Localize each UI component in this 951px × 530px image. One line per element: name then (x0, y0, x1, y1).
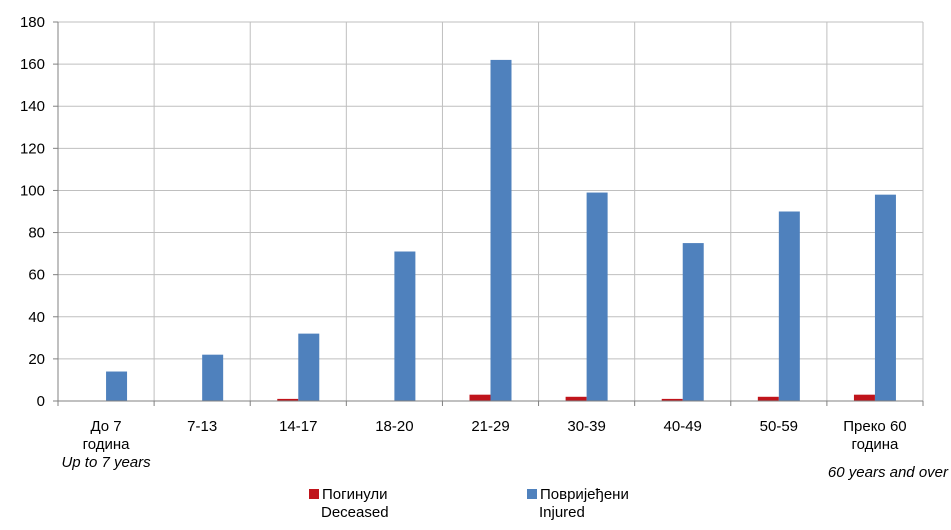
x-category-label: година (83, 436, 131, 453)
legend-swatch-deceased (309, 489, 319, 499)
bar-injured (682, 243, 704, 401)
bars (106, 59, 896, 402)
x-category-label: 7-13 (187, 418, 217, 435)
y-tick-label: 40 (28, 309, 45, 326)
y-tick-label: 0 (37, 393, 45, 410)
bar-deceased (853, 394, 875, 401)
legend-item-injured: Повријеђени Injured (527, 486, 629, 522)
x-category-label: 50-59 (760, 418, 798, 435)
x-category-label-en: 60 years and over (828, 464, 949, 481)
legend-label-deceased: Погинули (322, 486, 388, 503)
bar-injured (490, 59, 512, 402)
y-axis-ticks: 0 20 40 60 80 100 120 140 160 180 (20, 14, 45, 410)
x-category-label: До 7 (90, 418, 121, 435)
x-category-label: Преко 60 (843, 418, 906, 435)
bar-injured (778, 211, 800, 401)
x-category-label: 30-39 (567, 418, 605, 435)
x-category-label: 40-49 (664, 418, 702, 435)
y-tick-label: 140 (20, 98, 45, 115)
bar-deceased (661, 398, 683, 401)
bar-deceased (469, 394, 491, 401)
x-category-label: 14-17 (279, 418, 317, 435)
y-tick-label: 180 (20, 14, 45, 31)
y-tick-label: 60 (28, 267, 45, 284)
x-category-label: 21-29 (471, 418, 509, 435)
bar-injured (586, 192, 608, 401)
x-category-label: 18-20 (375, 418, 413, 435)
legend-label-injured: Повријеђени (540, 486, 629, 503)
bar-deceased (277, 398, 299, 401)
legend-item-deceased: Погинули Deceased (309, 486, 389, 522)
y-tick-label: 120 (20, 140, 45, 157)
x-category-label-en: Up to 7 years (61, 454, 151, 471)
y-tick-label: 160 (20, 56, 45, 73)
y-tick-label: 80 (28, 225, 45, 242)
y-tick-label: 100 (20, 182, 45, 199)
bar-injured (106, 371, 128, 401)
bar-injured (202, 354, 224, 401)
legend-label-injured-en: Injured (539, 504, 585, 521)
bar-deceased (565, 396, 587, 401)
y-tick-label: 20 (28, 351, 45, 368)
bar-injured (298, 333, 320, 401)
legend-swatch-injured (527, 489, 537, 499)
bar-injured (394, 251, 416, 401)
bar-deceased (757, 396, 779, 401)
bar-injured (874, 194, 896, 401)
axes (53, 21, 924, 406)
legend-label-deceased-en: Deceased (321, 504, 389, 521)
x-category-label: година (851, 436, 899, 453)
